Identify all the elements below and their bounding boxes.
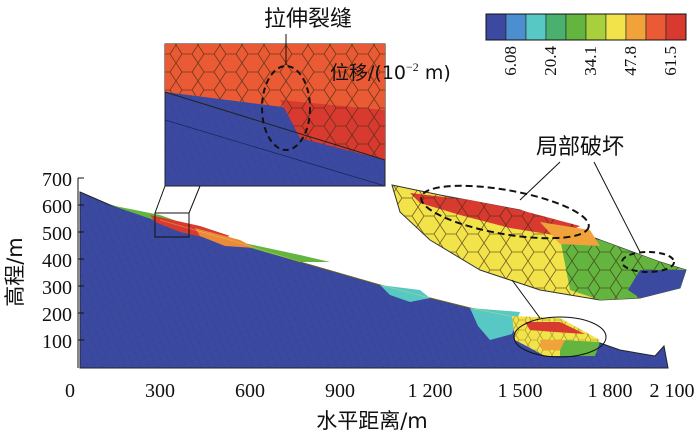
x-tick-300: 300: [145, 380, 175, 402]
x-tick-1800: 1 800: [588, 380, 633, 402]
y-axis-title: 高程/m: [3, 237, 27, 307]
x-tick-2100: 2 100: [650, 380, 695, 402]
colorbar-swatch-3: [545, 13, 567, 41]
colorbar: 6.08 20.4 34.1 47.8 61.5 位移/(10−2 m): [330, 13, 687, 84]
colorbar-swatch-9: [665, 13, 687, 41]
y-tick-100: 100: [42, 331, 72, 353]
toe-failure-orange: [540, 340, 565, 350]
tension-crack-label: 拉伸裂缝: [264, 7, 352, 32]
surface-zone-cyan-toe: [470, 308, 520, 340]
x-tick-1500: 1 500: [498, 380, 543, 402]
colorbar-swatch-6: [605, 13, 627, 41]
y-tick-700: 700: [42, 169, 72, 191]
failure-ellipse-small: [621, 251, 675, 273]
colorbar-label-6.08: 6.08: [501, 46, 520, 76]
y-axis: 700 600 500 400 300 200 100 高程/m: [3, 169, 84, 368]
y-tick-300: 300: [42, 277, 72, 299]
colorbar-label-20.4: 20.4: [541, 46, 560, 76]
inset-local-failure: 局部破坏: [391, 135, 687, 358]
colorbar-swatch-5: [585, 13, 607, 41]
colorbar-swatch-4: [565, 13, 587, 41]
y-tick-600: 600: [42, 196, 72, 218]
x-tick-1200: 1 200: [408, 380, 453, 402]
y-tick-500: 500: [42, 223, 72, 245]
toe-source-ellipse: [513, 316, 607, 358]
surface-zone-cyan: [380, 285, 430, 302]
inset-source-box: [154, 212, 190, 238]
y-tick-400: 400: [42, 250, 72, 272]
colorbar-label-47.8: 47.8: [621, 46, 640, 76]
x-tick-0: 0: [65, 380, 75, 402]
colorbar-swatch-8: [645, 13, 667, 41]
x-axis: 0 300 600 900 1 200 1 500 1 800 2 100 水平…: [65, 380, 695, 433]
slope-model: [79, 191, 669, 369]
failure-body-blue: [628, 270, 686, 298]
local-failure-label: 局部破坏: [536, 135, 624, 160]
y-tick-200: 200: [42, 304, 72, 326]
x-tick-600: 600: [235, 380, 265, 402]
failure-body-orange: [540, 222, 600, 246]
toe-failure-red: [525, 322, 585, 334]
colorbar-label-61.5: 61.5: [661, 46, 680, 76]
inset-tension-crack: 拉伸裂缝: [154, 7, 386, 238]
colorbar-swatch-7: [625, 13, 647, 41]
surface-zone-orange: [195, 228, 255, 248]
toe-failure-green: [560, 340, 600, 356]
x-tick-900: 900: [325, 380, 355, 402]
colorbar-swatch-0: [485, 13, 507, 41]
colorbar-label-34.1: 34.1: [581, 46, 600, 76]
colorbar-title: 位移/(10−2 m): [330, 60, 451, 84]
x-axis-title: 水平距离/m: [316, 409, 428, 433]
tension-crack-ellipse: [261, 65, 311, 151]
failure-ellipse-large: [420, 184, 590, 240]
colorbar-swatch-1: [505, 13, 527, 41]
colorbar-swatch-2: [525, 13, 547, 41]
